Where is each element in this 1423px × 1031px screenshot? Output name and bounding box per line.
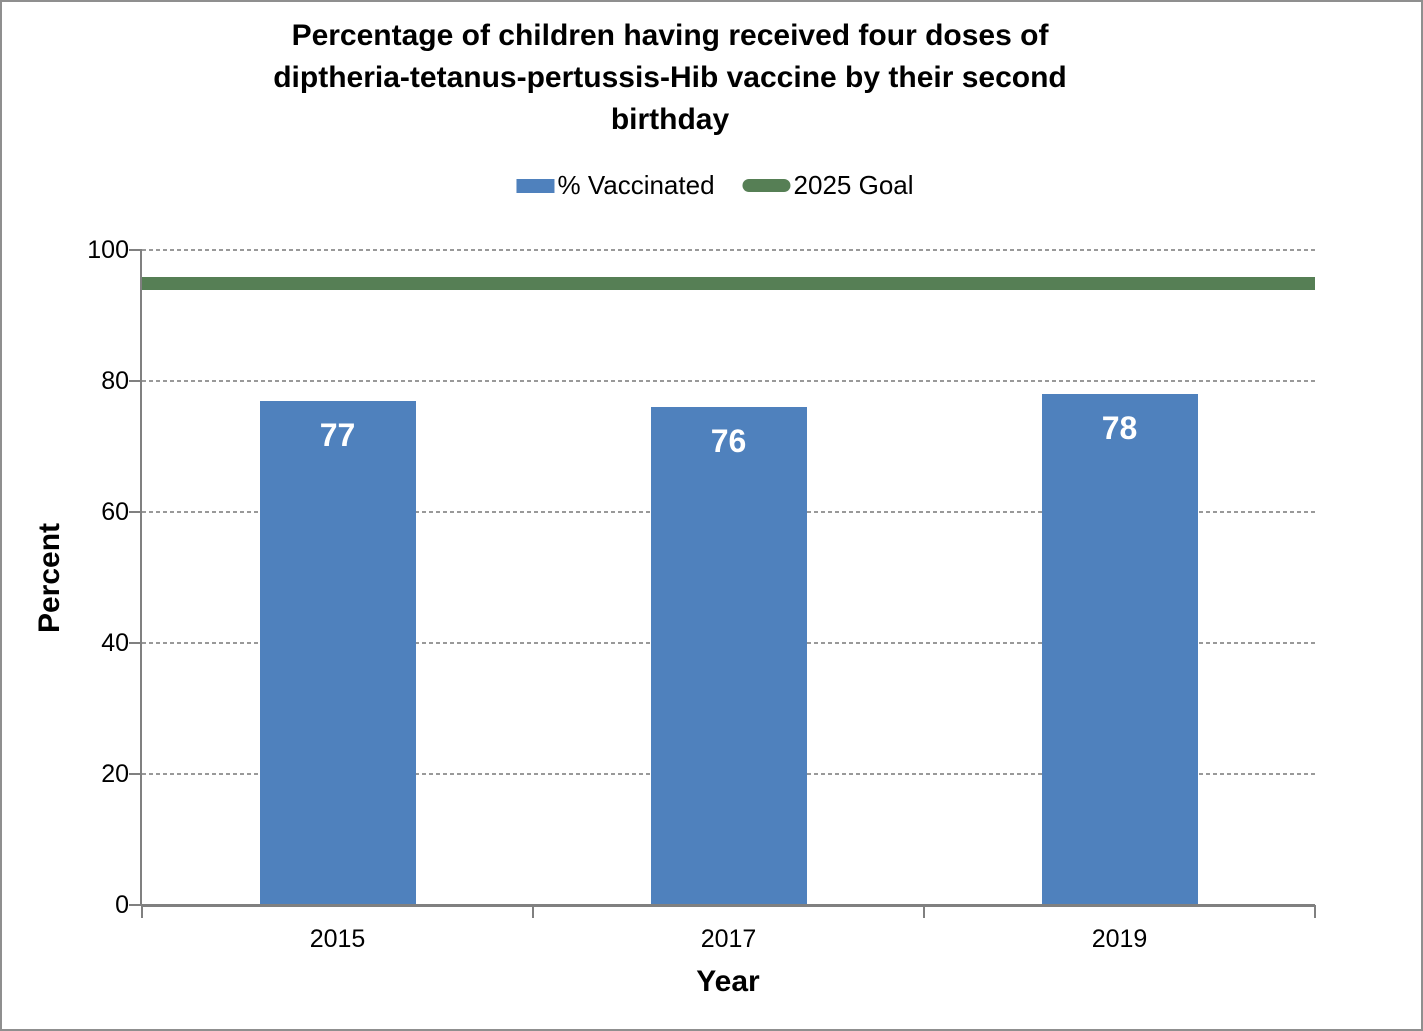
y-axis-tick-100	[129, 249, 142, 251]
y-tick-label-40: 40	[101, 629, 129, 657]
chart-title-line-3: birthday	[610, 103, 730, 136]
bar-2019	[1041, 394, 1198, 904]
bar-label-2015: 77	[319, 416, 356, 453]
bar-2017	[650, 407, 807, 904]
x-axis-line	[142, 904, 1315, 907]
y-tick-label-60: 60	[101, 498, 129, 526]
goal-line-swatch-icon	[742, 179, 791, 192]
y-axis-tick-40	[129, 642, 142, 644]
x-axis-tick-3	[1314, 905, 1316, 918]
y-tick-label-20: 20	[101, 760, 129, 788]
x-axis-tick-1	[532, 905, 534, 918]
x-axis-tick-0	[141, 905, 143, 918]
chart-title: Percentage of children having received f…	[142, 15, 1198, 141]
y-axis-title: Percent	[33, 522, 66, 634]
x-axis-title: Year	[696, 965, 760, 998]
y-tick-label-100: 100	[87, 236, 129, 264]
x-tick-label-2017: 2017	[700, 925, 757, 953]
chart-title-line-2: diptheria-tetanus-pertussis-Hib vaccine …	[273, 61, 1067, 94]
y-tick-label-80: 80	[101, 367, 129, 395]
legend: % Vaccinated 2025 Goal	[516, 170, 914, 201]
x-tick-label-2019: 2019	[1091, 925, 1148, 953]
x-axis-tick-2	[923, 905, 925, 918]
legend-label-goal: 2025 Goal	[793, 170, 914, 200]
bar-label-2017: 76	[710, 423, 747, 460]
x-tick-label-2015: 2015	[309, 925, 366, 953]
vaccinated-series-swatch-icon	[516, 178, 555, 193]
legend-label-vaccinated: % Vaccinated	[557, 170, 715, 200]
y-axis-tick-20	[129, 773, 142, 775]
legend-item-vaccinated: % Vaccinated	[516, 170, 715, 201]
y-axis-tick-0	[129, 904, 142, 906]
y-tick-label-0: 0	[115, 891, 129, 919]
bar-2015	[259, 400, 416, 904]
bar-label-2019: 78	[1101, 410, 1138, 447]
goal-line	[142, 276, 1315, 290]
y-axis-tick-80	[129, 380, 142, 382]
gridline-100	[142, 249, 1315, 251]
y-axis-line	[140, 250, 142, 906]
gridline-80	[142, 380, 1315, 382]
chart-title-line-1: Percentage of children having received f…	[291, 19, 1049, 52]
y-axis-tick-60	[129, 511, 142, 513]
legend-item-goal: 2025 Goal	[742, 170, 914, 201]
